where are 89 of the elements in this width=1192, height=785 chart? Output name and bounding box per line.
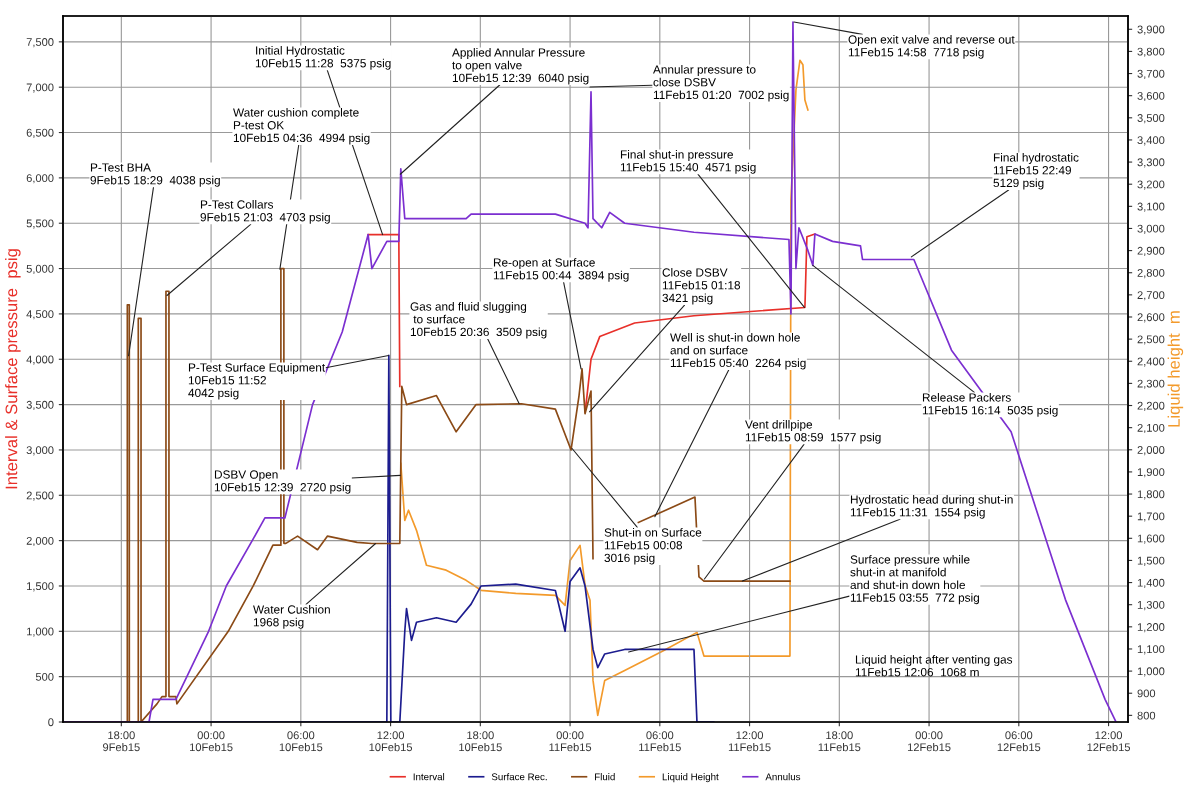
annotation: Re-open at Surface 11Feb15 00:44 3894 psig [493,258,629,282]
y2-tick-label: 2,200 [1137,401,1165,411]
annotation: Final shut-in pressure 11Feb15 15:40 4571 psig [620,150,756,174]
annotation: Annular pressure to close DSBV 11Feb15 01:20 7002 psig [653,65,789,102]
y2-tick-label: 1,300 [1137,600,1165,611]
annotation: Liquid height after venting gas 11Feb15 12:06 1068 m [855,655,1013,677]
legend-label: Surface Rec. [491,773,547,781]
y-tick-label: 1,500 [27,582,54,592]
y2-tick-label: 3,800 [1137,47,1165,57]
annotation: Applied Annular Pressure to open valve 10Feb15 12:39 6040 psig [452,48,589,85]
y2-tick-label: 2,700 [1137,291,1165,301]
y2-tick-label: 3,700 [1137,69,1165,79]
x-tick-label: 12:00 12Feb15 [1087,731,1131,752]
y2-tick-label: 2,500 [1137,335,1165,345]
y-tick-label: 5,000 [26,264,54,275]
legend-label: Liquid Height [662,773,719,783]
annotation: Shut-in on Surface 11Feb15 00:08 3016 psig [604,528,702,565]
x-tick-label: 00:00 11Feb15 [549,731,592,752]
y2-tick-label: 3,200 [1137,180,1165,190]
y2-tick-label: 2,800 [1137,268,1165,279]
y2-tick-label: 3,000 [1137,224,1165,234]
y-tick-label: 7,500 [26,38,54,48]
annotation: P-Test BHA 9Feb15 18:29 4038 psig [90,163,220,187]
y2-tick-label: 3,900 [1137,25,1165,35]
y-tick-label: 7,000 [26,83,54,93]
annotation: Hydrostatic head during shut-in 11Feb15 11:31 1554 psig [850,495,1013,519]
y2-tick-label: 2,000 [1137,446,1165,456]
y2-tick-label: 1,000 [1137,667,1165,677]
y-tick-label: 1,000 [27,627,54,637]
x-tick-label: 06:00 12Feb15 [997,731,1041,752]
y2-tick-label: 1,100 [1137,645,1165,655]
y-tick-label: 2,000 [26,536,54,547]
x-tick-label: 18:00 10Feb15 [459,731,502,752]
y-tick-label: 3,000 [26,446,54,456]
x-tick-label: 18:00 9Feb15 [103,731,140,752]
y-tick-label: 6,500 [26,128,54,138]
annotation: Water cushion complete P-test OK 10Feb15 04:36 4994 psig [233,108,370,145]
y2-tick-label: 800 [1137,711,1156,720]
x-tick-label: 18:00 11Feb15 [818,731,861,752]
y2-tick-label: 1,900 [1137,468,1165,478]
annotation: Close DSBV 11Feb15 01:18 3421 psig [662,268,741,305]
y2-tick-label: 3,100 [1137,202,1165,212]
x-tick-label: 00:00 12Feb15 [907,731,951,752]
y2-tick-label: 1,400 [1137,578,1165,589]
y-axis-title: Interval & Surface pressure psig [5,249,21,489]
y-tick-label: 3,500 [26,400,54,411]
y2-tick-label: 2,900 [1137,246,1165,257]
y2-tick-label: 2,400 [1137,357,1165,367]
annotation: P-Test Surface Equipment 10Feb15 11:52 4042 psig [188,363,326,400]
x-tick-label: 06:00 11Feb15 [639,731,681,752]
legend-label: Annulus [765,773,801,781]
y2-tick-label: 3,300 [1137,158,1165,168]
annotation: Initial Hydrostatic 10Feb15 11:28 5375 psig [255,46,391,70]
x-tick-label: 12:00 10Feb15 [369,731,413,752]
annotation: Vent drillpipe 11Feb15 08:59 1577 psig [745,420,881,444]
y2-axis-title: Liquid height m [1167,311,1184,427]
y2-tick-label: 2,300 [1137,379,1165,389]
x-tick-label: 00:00 10Feb15 [190,731,233,752]
annotation: Water Cushion 1968 psig [253,605,330,629]
annotation: DSBV Open 10Feb15 12:39 2720 psig [214,470,351,494]
y-tick-label: 6,000 [26,174,54,184]
legend-label: Fluid [595,773,615,781]
annotation: Gas and fluid slugging to surface 10Feb15 20:36 3509 psig [410,302,547,339]
y-tick-label: 0 [48,718,54,727]
y2-tick-label: 1,800 [1137,490,1165,500]
y2-tick-label: 1,700 [1137,512,1165,522]
y2-tick-label: 3,600 [1137,91,1165,102]
annotation: Release Packers 11Feb15 16:14 5035 psig [922,393,1058,417]
x-tick-label: 12:00 11Feb15 [728,731,771,752]
annotation: Open exit valve and reverse out 11Feb15 14:58 7718 psig [848,35,1015,59]
annotation: Surface pressure while shut-in at manifold and shut-in down hole 11Feb15 03:55 772 psig [850,555,979,605]
x-tick-label: 06:00 10Feb15 [279,731,323,752]
y-tick-label: 500 [35,672,54,681]
y2-tick-label: 3,400 [1137,136,1165,146]
y-tick-label: 2,500 [26,491,54,501]
y-tick-label: 4,500 [26,310,54,320]
y2-tick-label: 1,200 [1137,623,1165,633]
annotation: Final hydrostatic 11Feb15 22:49 5129 psig [993,153,1079,190]
y2-tick-label: 2,100 [1137,423,1165,434]
annotation: P-Test Collars 9Feb15 21:03 4703 psig [200,200,330,224]
y2-tick-label: 2,600 [1137,313,1165,323]
y2-tick-label: 900 [1137,689,1156,698]
y-tick-label: 4,000 [26,355,54,365]
annotation: Well is shut-in down hole and on surface 11Feb15 05:40 2264 psig [670,333,806,370]
y2-tick-label: 1,500 [1137,556,1165,566]
legend-label: Interval [413,773,445,781]
y-tick-label: 5,500 [26,219,54,229]
y2-tick-label: 1,600 [1137,534,1165,544]
y2-tick-label: 3,500 [1137,114,1165,124]
